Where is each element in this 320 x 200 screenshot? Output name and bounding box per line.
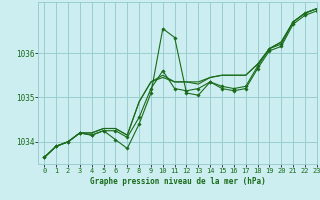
X-axis label: Graphe pression niveau de la mer (hPa): Graphe pression niveau de la mer (hPa) [90, 177, 266, 186]
